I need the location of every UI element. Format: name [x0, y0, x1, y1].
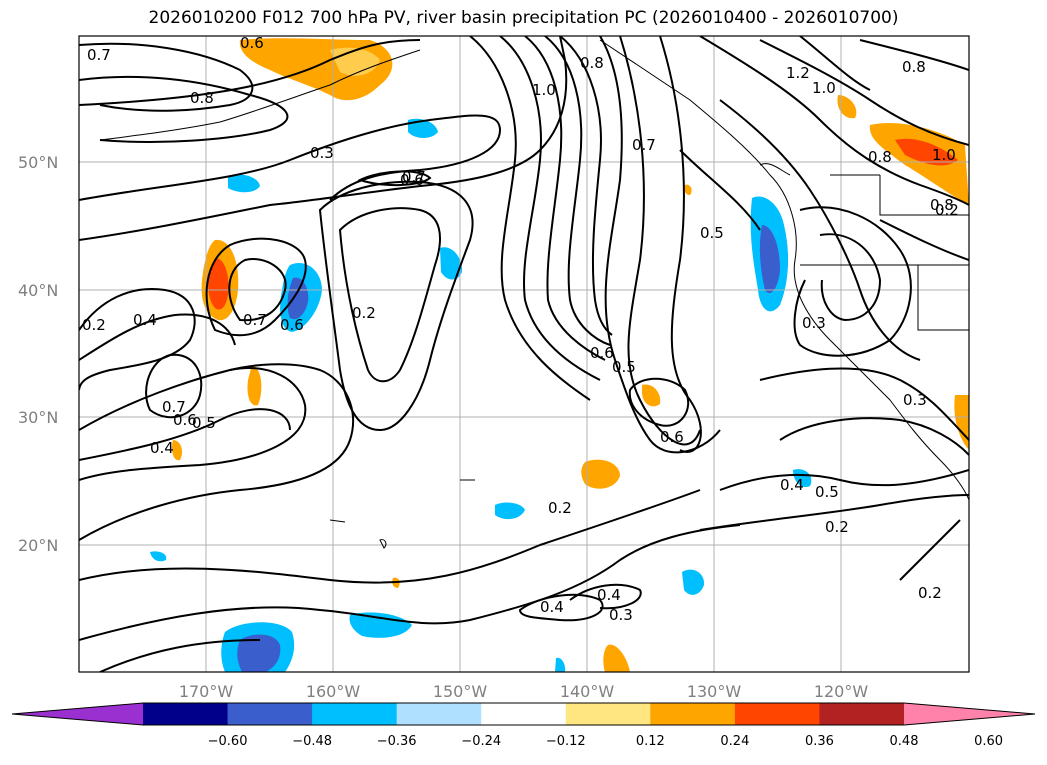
lon-label: 140°W	[560, 682, 615, 701]
colorbar-segment	[734, 703, 820, 725]
contour-label: 0.6	[280, 316, 304, 334]
contour-label: 0.2	[352, 304, 376, 322]
contour-label: 1.2	[786, 64, 810, 82]
longitude-labels: 170°W 160°W 150°W 140°W 130°W 120°W	[179, 682, 869, 701]
pv-contours	[79, 36, 969, 672]
contour-label: 0.4	[150, 439, 174, 457]
contour-label: 0.6	[660, 428, 684, 446]
contour-label: 0.5	[192, 414, 216, 432]
contour-label: 0.2	[918, 584, 942, 602]
contour-label: 0.8	[930, 196, 954, 214]
contour-label: 0.8	[580, 54, 604, 72]
contour-labels: 0.7 0.6 0.8 0.3 1.0 0.8 0.7 0.8 1.2 1.0 …	[82, 34, 959, 624]
contour-label: 0.7	[162, 398, 186, 416]
colorbar-tick-label: −0.36	[377, 734, 417, 749]
colorbar-extend-low	[12, 703, 143, 725]
colorbar-segment	[650, 703, 736, 725]
contour-label: 0.7	[402, 168, 426, 186]
contour-label: 0.8	[868, 148, 892, 166]
contour-label: 0.2	[935, 201, 959, 219]
contour-label: 0.4	[597, 586, 621, 604]
contour-label: 0.3	[310, 144, 334, 162]
colorbar-segment	[227, 703, 313, 725]
contour-label: 0.5	[815, 483, 839, 501]
contour-label: 0.4	[540, 598, 564, 616]
contour-label: 0.3	[802, 314, 826, 332]
colorbar-tick-label: 0.48	[890, 734, 919, 749]
colorbar-segment	[312, 703, 398, 725]
colorbar-tick-label: −0.24	[461, 734, 501, 749]
contour-label: 1.0	[812, 79, 836, 97]
colorbar-tick-label: −0.48	[292, 734, 332, 749]
contour-label: 0.8	[902, 58, 926, 76]
map-area	[79, 36, 969, 672]
contour-label: 0.7	[243, 311, 267, 329]
colorbar-segment	[143, 703, 229, 725]
contour-label: 1.0	[532, 81, 556, 99]
contour-label: 0.7	[632, 136, 656, 154]
contour-label: 0.6	[173, 411, 197, 429]
map-title: 2026010200 F012 700 hPa PV, river basin …	[148, 8, 899, 28]
lat-label: 20°N	[18, 536, 58, 555]
colorbar-tick-label: 0.36	[805, 734, 834, 749]
colorbar-segment	[565, 703, 651, 725]
contour-label: 0.2	[82, 316, 106, 334]
lat-label: 40°N	[18, 281, 58, 300]
contour-label: 0.4	[780, 476, 804, 494]
contour-label: 0.2	[825, 518, 849, 536]
lon-label: 150°W	[433, 682, 488, 701]
coastlines	[99, 39, 969, 549]
lon-label: 170°W	[179, 682, 234, 701]
colorbar-outline	[11, 702, 1036, 726]
colorbar-extend-high	[904, 703, 1035, 725]
contour-label: 0.8	[190, 89, 214, 107]
colorbar-segment	[819, 703, 905, 725]
latitude-labels: 50°N 40°N 30°N 20°N	[18, 153, 58, 555]
contour-label: 0.7	[87, 46, 111, 64]
contour-label: 0.6	[590, 344, 614, 362]
precip-shading	[150, 38, 969, 672]
colorbar-segment	[481, 703, 567, 725]
lat-label: 50°N	[18, 153, 58, 172]
contour-label: 0.2	[548, 499, 572, 517]
lon-label: 160°W	[306, 682, 361, 701]
colorbar-segment	[396, 703, 482, 725]
colorbar-tick-label: 0.12	[636, 734, 665, 749]
colorbar-tick-label: −0.12	[546, 734, 586, 749]
contour-label: 0.3	[903, 391, 927, 409]
contour-label: 0.3	[609, 606, 633, 624]
colorbar-tick-label: 0.24	[720, 734, 749, 749]
lat-label: 30°N	[18, 408, 58, 427]
contour-label: 0.4	[133, 311, 157, 329]
lon-label: 130°W	[687, 682, 742, 701]
colorbar: −0.60 −0.48 −0.36 −0.24 −0.12 0.12 0.24 0.36 0.4…	[11, 702, 1036, 749]
contour-label: 0.5	[612, 358, 636, 376]
contour-label: 1.0	[932, 146, 956, 164]
map-frame	[78, 35, 970, 673]
lon-label: 120°W	[814, 682, 869, 701]
colorbar-tick-label: −0.60	[208, 734, 248, 749]
contour-label: 0.6	[240, 34, 264, 52]
contour-label: 0.5	[700, 224, 724, 242]
colorbar-tick-label: 0.60	[974, 734, 1003, 749]
contour-label: 0.6	[400, 171, 424, 189]
